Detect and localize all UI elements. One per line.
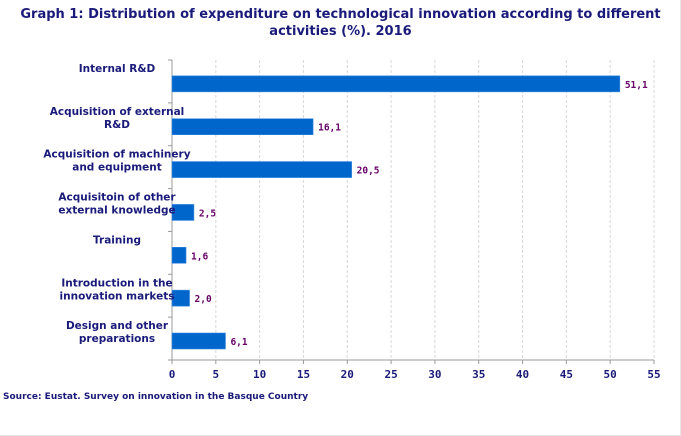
- source-note: Source: Eustat. Survey on innovation in …: [3, 392, 309, 402]
- category-label: innovation markets: [60, 290, 175, 302]
- x-tick-label: 30: [428, 368, 441, 381]
- x-tick-label: 15: [297, 368, 310, 381]
- category-label: Training: [93, 234, 141, 246]
- data-label: 1,6: [191, 251, 208, 262]
- x-tick-label: 55: [647, 368, 660, 381]
- x-tick-label: 0: [169, 368, 176, 381]
- category-label: Introduction in the: [61, 277, 172, 289]
- bar: [171, 332, 226, 350]
- data-label: 51,1: [625, 80, 648, 91]
- category-label: Design and other: [66, 320, 169, 332]
- bar: [171, 204, 195, 221]
- bar: [171, 246, 187, 264]
- category-label: Acquisition of machinery: [43, 149, 190, 161]
- category-label: and equipment: [72, 162, 162, 174]
- bar: [171, 161, 352, 178]
- data-label: 6,1: [230, 337, 247, 348]
- bar: [171, 75, 621, 93]
- x-tick-label: 45: [560, 368, 573, 381]
- x-tick-label: 40: [516, 368, 529, 381]
- category-label: external knowledge: [58, 205, 175, 217]
- data-label: 20,5: [357, 166, 380, 177]
- category-label: R&D: [104, 119, 130, 131]
- category-label: Internal R&D: [79, 63, 156, 75]
- bar: [171, 118, 314, 136]
- data-label: 2,5: [199, 208, 216, 219]
- x-tick-label: 10: [253, 368, 266, 381]
- category-label: Acquisition of external: [50, 106, 185, 118]
- x-tick-label: 20: [341, 368, 354, 381]
- x-tick-label: 5: [213, 368, 220, 381]
- chart-title: Graph 1: Distribution of expenditure on …: [20, 7, 661, 39]
- x-tick-label: 35: [472, 368, 485, 381]
- bar: [171, 289, 190, 307]
- category-label: preparations: [79, 333, 155, 345]
- x-tick-label: 50: [604, 368, 617, 381]
- x-tick-label: 25: [384, 368, 397, 381]
- category-label: Acquisitoin of other: [58, 192, 176, 204]
- data-label: 16,1: [318, 123, 341, 134]
- data-label: 2,0: [195, 294, 212, 305]
